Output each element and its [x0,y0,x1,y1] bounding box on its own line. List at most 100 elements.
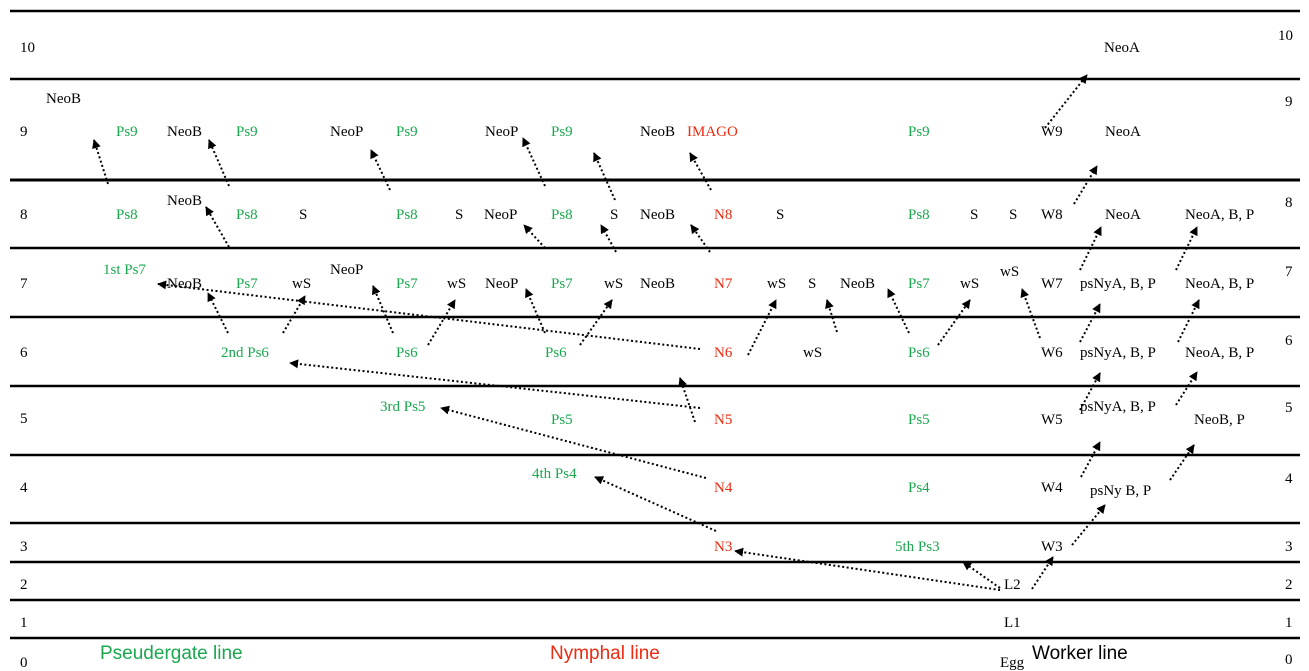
stage-number: 9 [1285,94,1293,110]
node-label: NeoP [484,207,517,223]
arrow [208,139,230,187]
node-label: NeoA, B, P [1185,345,1254,361]
node-label: Ps6 [545,345,567,361]
arrow [887,288,910,334]
node-label: Ps7 [396,276,418,292]
node-label: N6 [714,345,733,361]
arrow [1031,556,1054,590]
node-label: psNyA, B, P [1080,399,1156,415]
arrow [1073,165,1098,205]
node-label: psNyA, B, P [1080,276,1156,292]
node-label: NeoP [485,124,518,140]
arrow [690,224,711,253]
node-label: wS [447,276,466,292]
node-label: W5 [1041,412,1063,428]
node-label: IMAGO [687,124,738,140]
node-label: psNyA, B, P [1080,345,1156,361]
arrow [1079,226,1102,271]
node-label: 4th Ps4 [532,466,577,482]
arrow [207,292,229,334]
node-label: NeoP [485,276,518,292]
arrow [734,547,1001,591]
stage-number: 9 [20,124,28,140]
pseudergate-nodes: Ps9 Ps9 Ps9 Ps9 Ps9 Ps8 Ps8 Ps8 Ps8 Ps8 … [103,124,940,555]
arrow [1175,226,1198,271]
node-label: wS [767,276,786,292]
arrow [1079,303,1101,343]
node-label: Ps7 [908,276,930,292]
node-label: NeoB [167,124,202,140]
nymph-nodes: IMAGO N8 N7 N6 N5 N4 N3 [687,124,738,555]
node-label: NeoB [640,276,675,292]
node-label: NeoP [330,262,363,278]
node-label: W7 [1041,276,1063,292]
stage-number: 0 [1285,652,1293,668]
node-label: N4 [714,480,733,496]
node-label: 2nd Ps6 [221,345,269,361]
arrow [289,359,701,409]
stage-numbers-left: 0 1 2 3 4 5 6 7 8 9 10 [20,40,35,671]
arrow [525,288,546,334]
arrow [689,152,712,191]
node-label: Ps6 [396,345,418,361]
node-label: Ps8 [116,207,138,223]
arrow [825,299,838,333]
node-label: L1 [1004,615,1021,631]
arrow [1175,371,1198,406]
stage-number: 0 [20,655,28,671]
node-label: NeoA, B, P [1185,276,1254,292]
arrow [1044,74,1088,129]
node-label: Ps8 [908,207,930,223]
node-label: Ps5 [908,412,930,428]
arrow [440,405,707,479]
node-label: N8 [714,207,732,223]
stage-number: 8 [1285,195,1293,211]
stage-numbers-right: 0 1 2 3 4 5 6 7 8 9 10 [1278,28,1293,668]
node-label: wS [1000,264,1019,280]
node-label: psNy B, P [1090,483,1151,499]
node-label: NeoB [840,276,875,292]
node-label: Ps8 [396,207,418,223]
stage-number: 1 [20,615,28,631]
node-label: N3 [714,539,732,555]
arrow [372,285,394,334]
node-label: S [808,276,816,292]
node-label: S [610,207,618,223]
stage-number: 4 [1285,471,1293,487]
arrow [370,149,391,191]
arrow [593,152,616,201]
stage-number: 1 [1285,615,1293,631]
node-label: NeoB, P [1194,412,1245,428]
node-label: NeoB [46,91,81,107]
node-label: Ps9 [116,124,138,140]
arrow [747,299,777,356]
node-label: NeoB [167,193,202,209]
stage-number: 10 [1278,28,1293,44]
node-label: NeoA [1105,207,1141,223]
node-label: Ps7 [236,276,258,292]
node-label: NeoA, B, P [1185,207,1254,223]
node-label: NeoA [1104,40,1140,56]
node-label: Ps5 [551,412,573,428]
nymphal-line-label: Nymphal line [550,643,660,664]
node-label: wS [960,276,979,292]
node-label: L2 [1004,577,1021,593]
arrow [1080,441,1101,478]
node-label: wS [803,345,822,361]
node-label: Ps9 [551,124,573,140]
node-label: wS [292,276,311,292]
node-label: NeoA [1105,124,1141,140]
arrow [1169,444,1195,481]
node-label: Ps8 [236,207,258,223]
node-label: 5th Ps3 [895,539,940,555]
node-label: W4 [1041,480,1063,496]
node-label: 3rd Ps5 [380,399,425,415]
node-label: Ps4 [908,480,930,496]
stage-number: 3 [1285,539,1293,555]
node-label: 1st Ps7 [103,262,146,278]
stage-number: 4 [20,480,28,496]
arrow [157,280,701,350]
node-label: Ps9 [908,124,930,140]
arrow [678,377,696,423]
